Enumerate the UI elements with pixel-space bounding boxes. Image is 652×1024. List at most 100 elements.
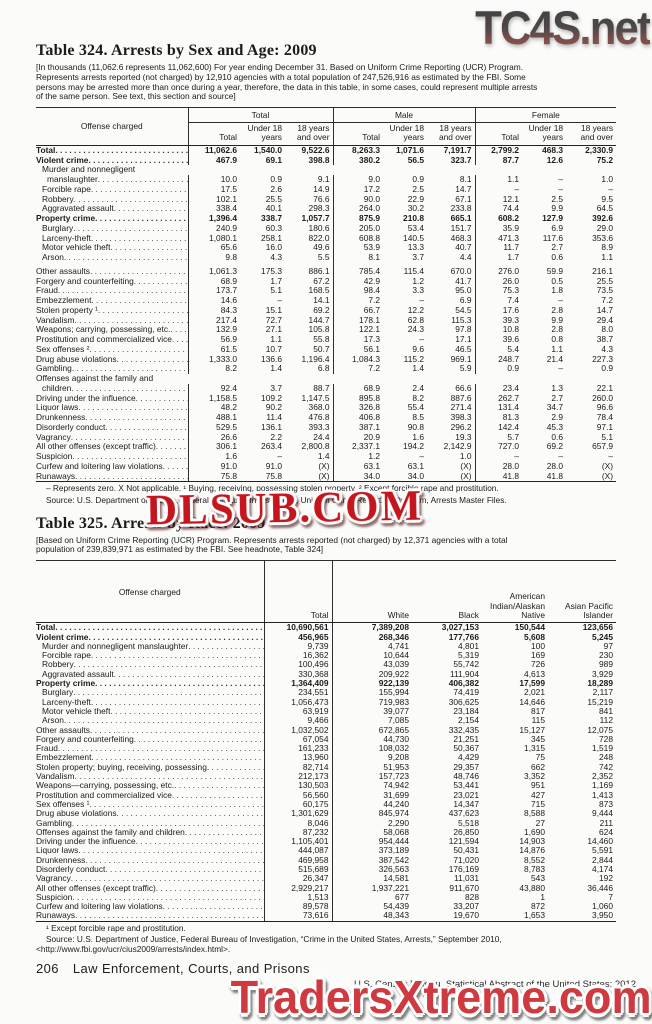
value-cell: 17,599 <box>519 678 545 689</box>
value-cell: 9,444 <box>592 808 613 819</box>
value-cell: 1.6 <box>412 431 424 442</box>
dot-leader <box>73 688 263 697</box>
dot-leader <box>90 267 188 277</box>
value-cell: 911,670 <box>449 882 479 893</box>
offense-label: Runaways <box>36 911 76 921</box>
value-cell: 39.6 <box>474 334 523 345</box>
offense-label: Murder and nonnegligent <box>42 165 136 175</box>
value-cell: 1,519 <box>592 743 613 754</box>
value-cell: 180.6 <box>308 222 330 233</box>
value-cell: 97.1 <box>596 421 614 432</box>
value-cell: 55.8 <box>313 334 330 345</box>
value-cell: – <box>419 451 424 462</box>
value-cell: 92.4 <box>187 383 240 394</box>
value-cell: 78.4 <box>596 412 614 423</box>
offense-label-cell: Weapons—carrying, possessing, etc. <box>36 781 264 790</box>
offense-label-cell: Motor vehicle theft <box>36 243 188 253</box>
column-header-offense-charged: Offense charged <box>36 560 264 624</box>
table-324: Offense charged Total Male Female Total … <box>36 107 617 483</box>
table-324-title: Table 324. Arrests by Sex and Age: 2009 <box>36 42 317 59</box>
offense-label-cell: All other offenses (except traffic) <box>36 884 264 893</box>
value-cell: 306,625 <box>448 696 479 707</box>
value-cell: 15,127 <box>519 724 545 735</box>
value-cell: 14.7 <box>455 183 472 194</box>
value-cell: 1.8 <box>551 285 564 296</box>
value-cell: 4,741 <box>331 641 412 652</box>
value-cell: 192 <box>599 873 613 884</box>
value-cell: 60,175 <box>263 799 332 810</box>
offense-label: Violent crime <box>36 155 89 165</box>
value-cell: 8,588 <box>524 808 545 819</box>
value-cell: 33,207 <box>453 901 479 912</box>
offense-label-cell: Murder and nonnegligent manslaughter <box>36 642 264 651</box>
value-cell: – <box>608 183 614 194</box>
table-row: Murder and nonnegligent manslaughter 9,73… <box>36 640 616 652</box>
table-row: Stolen property ¹ 84.3 15.1 69.266.7 12.2 54.… <box>36 305 616 316</box>
value-cell: 35.9 <box>474 223 523 234</box>
dot-leader <box>91 698 264 707</box>
value-cell: 3,352 <box>524 771 545 782</box>
value-cell: 4.3 <box>601 343 614 354</box>
value-cell: 97 <box>603 640 613 651</box>
column-header-american-indian-alaskan-native: American Indian/Alaskan Native <box>482 560 548 624</box>
table-row: Prostitution and commercialized vice 56.9… <box>36 334 616 345</box>
dot-leader <box>74 660 264 669</box>
value-cell: 4,174 <box>592 864 613 874</box>
value-cell: 437,623 <box>448 808 479 819</box>
value-cell: 72.7 <box>265 314 282 325</box>
value-cell: 0.9 <box>270 174 282 185</box>
offense-label-cell: Vandalism <box>36 316 188 326</box>
value-cell: 178.1 <box>332 315 383 326</box>
value-cell: 14,460 <box>587 836 613 847</box>
value-cell: 15,219 <box>587 696 613 707</box>
value-cell: 74,942 <box>331 781 412 791</box>
dot-leader <box>71 433 188 443</box>
value-cell: 2,352 <box>592 771 613 782</box>
offense-label-cell: Runaways <box>36 911 264 922</box>
offense-label-cell: Embezzlement <box>36 753 264 762</box>
value-cell: 53.4 <box>407 222 424 233</box>
value-cell: 2,330.9 <box>585 144 614 155</box>
value-cell: 5.7 <box>474 432 523 443</box>
dot-leader <box>89 800 263 809</box>
value-cell: 151.7 <box>450 222 472 233</box>
offense-label: Suspicion <box>36 892 73 902</box>
value-cell: 26.0 <box>474 276 523 287</box>
offense-label-cell: Liquor laws <box>36 846 264 855</box>
offense-label: Vagrancy <box>36 874 71 884</box>
value-cell: 1,364,409 <box>263 678 332 689</box>
column-header-18-and-over: 18 years and over <box>566 122 617 146</box>
dot-leader <box>91 185 188 195</box>
table-row: Prostitution and commercialized vice 56,5… <box>36 790 616 800</box>
column-header-black: Black <box>412 560 482 624</box>
value-cell: 2,021 <box>524 687 545 698</box>
value-cell: – <box>558 183 564 194</box>
value-cell: – <box>558 174 564 185</box>
value-cell: 48,343 <box>331 911 412 922</box>
value-cell: 123,656 <box>582 622 613 633</box>
value-cell: 5.4 <box>474 344 523 355</box>
table-row: Forcible rape17.52.614.917.22.514.7––– <box>36 183 616 195</box>
offense-label-cell: Weapons; carrying, possessing, etc. <box>36 325 188 335</box>
value-cell: 1,396.4 <box>187 213 240 224</box>
value-cell: 136.6 <box>261 353 282 364</box>
table-324-section: Table 324. Arrests by Sex and Age: 2009 … <box>36 0 617 506</box>
offense-label: Robbery <box>42 194 74 204</box>
offense-label-cell: Larceny-theft <box>36 698 264 707</box>
value-cell: 75.2 <box>596 154 614 165</box>
value-cell: 50.7 <box>313 343 330 354</box>
value-cell: 168.5 <box>308 285 330 296</box>
dot-leader <box>85 856 263 865</box>
dot-leader <box>134 277 188 287</box>
value-cell: 14,581 <box>331 873 412 884</box>
table-row: All other offenses (except traffic) 2,929… <box>36 882 616 893</box>
value-cell: 50,367 <box>453 743 479 754</box>
value-cell: 7.2 <box>332 295 383 306</box>
value-cell: 0.9 <box>474 364 523 375</box>
